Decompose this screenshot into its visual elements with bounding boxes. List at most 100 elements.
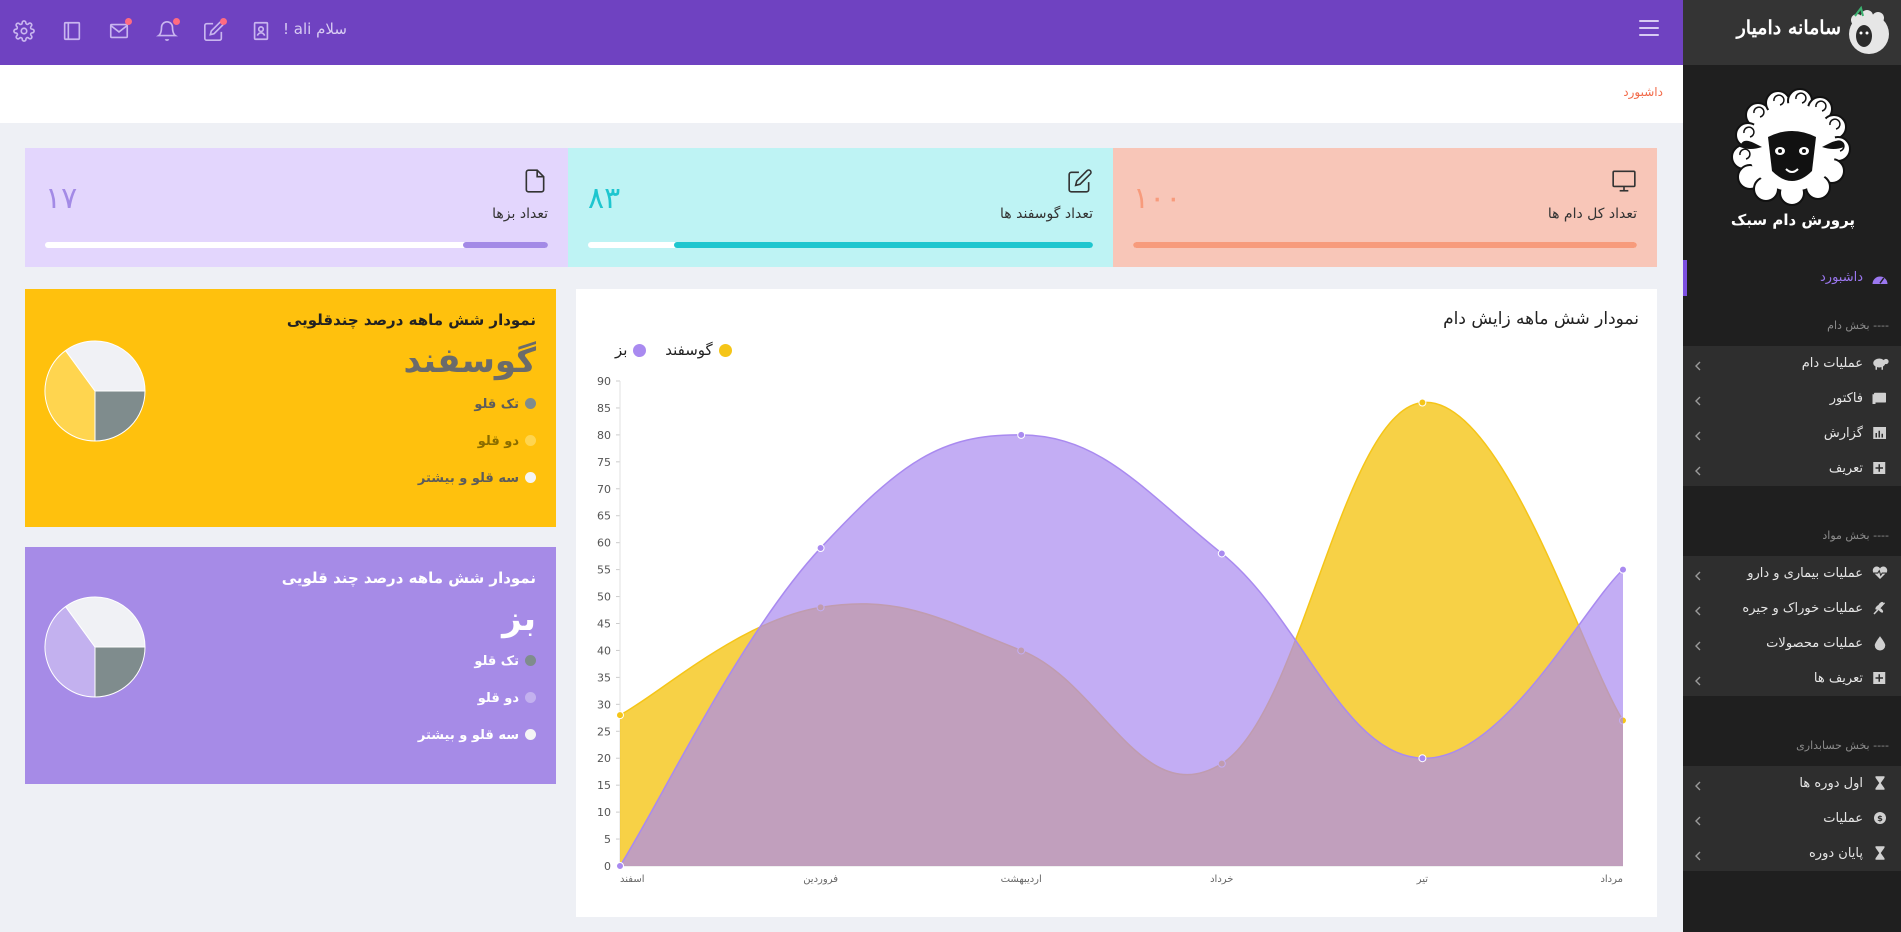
y-tick-label: 30 (597, 698, 611, 711)
pie-slice[interactable] (94, 646, 146, 698)
data-point[interactable] (616, 862, 624, 870)
y-tick-label: 15 (597, 779, 611, 792)
chevron-left-icon (1693, 570, 1703, 581)
data-point[interactable] (1017, 430, 1026, 439)
y-tick-label: 45 (597, 618, 611, 631)
legend-dot (525, 692, 536, 703)
chart-icon (1871, 425, 1889, 441)
chevron-left-icon (1693, 675, 1703, 686)
y-tick-label: 5 (604, 833, 611, 846)
area-chart[interactable]: 0 5 10 15 20 25 30 35 40 45 50 55 60 65 70 75 80 85 90 اسفن… (576, 289, 1657, 917)
bell-icon[interactable] (156, 18, 180, 42)
legend-item-goat[interactable]: بز (615, 341, 647, 359)
active-indicator (1683, 260, 1687, 296)
mail-icon[interactable] (108, 18, 132, 42)
chevron-left-icon (1693, 395, 1703, 406)
money-icon: $ (1871, 810, 1889, 826)
chart-legend: گوسفند بز (601, 341, 732, 359)
sheep-multiple-birth-card: نمودار شش ماهه درصد چندقلویی گوسفند تک ق… (25, 289, 556, 527)
hourglass-icon (1871, 775, 1889, 791)
stat-title: تعداد گوسفند ها (1000, 206, 1093, 222)
brand-header: سامانه دامیار (1683, 0, 1901, 65)
legend-dot (525, 398, 536, 409)
sidebar-item-feed-ops[interactable]: عملیات خوراک و جیره (1683, 591, 1901, 626)
sidebar-item-dashboard[interactable]: داشبورد (1683, 260, 1901, 296)
plus-icon (1871, 670, 1889, 686)
y-tick-label: 75 (597, 456, 611, 469)
book-icon[interactable] (61, 20, 83, 42)
y-tick-label: 80 (597, 429, 611, 442)
sidebar-item-report[interactable]: گزارش (1683, 416, 1901, 451)
sidebar-item-label: تعریف ها (1813, 671, 1863, 686)
monitor-icon (1611, 168, 1637, 194)
y-tick-label: 65 (597, 510, 611, 523)
data-point[interactable] (1217, 549, 1226, 558)
top-navbar: سلام ali ! (0, 0, 1683, 65)
sidebar-item-label: گزارش (1823, 426, 1863, 441)
x-tick-label: تیر (1416, 874, 1429, 885)
sidebar-item-period-start[interactable]: اول دوره ها (1683, 766, 1901, 801)
plus-icon (1871, 460, 1889, 476)
legend-twin: دو قلو (478, 434, 536, 449)
pie-slice[interactable] (44, 605, 96, 698)
pie-slice[interactable] (44, 349, 96, 442)
settings-icon[interactable] (13, 20, 35, 42)
x-tick-label: اردیبهشت (1001, 874, 1042, 885)
animal-name: بز (502, 599, 536, 639)
birth-chart-card: نمودار شش ماهه زایش دام گوسفند بز 0 5 10 15… (576, 289, 1657, 917)
sidebar-item-invoice[interactable]: فاکتور (1683, 381, 1901, 416)
data-point[interactable] (1418, 754, 1427, 763)
data-point[interactable] (816, 544, 825, 553)
profile-icon[interactable] (250, 20, 272, 42)
stat-card-goats: تعداد بزها ۱۷ (25, 148, 568, 267)
chevron-left-icon (1693, 815, 1703, 826)
area-series-1[interactable] (620, 434, 1623, 866)
legend-single: تک قلو (474, 654, 536, 669)
breadcrumb-current[interactable]: داشبورد (1623, 85, 1663, 99)
sidebar-item-definitions[interactable]: تعریف ها (1683, 661, 1901, 696)
greeting-text[interactable]: سلام ali ! (283, 20, 347, 38)
sidebar-item-label: عملیات محصولات (1766, 636, 1863, 651)
sidebar-item-disease-ops[interactable]: عملیات بیماری و دارو (1683, 556, 1901, 591)
pie-slice[interactable] (64, 340, 146, 392)
chevron-left-icon (1693, 640, 1703, 651)
sidebar-item-define[interactable]: تعریف (1683, 451, 1901, 486)
sidebar-item-label: عملیات (1823, 811, 1863, 826)
data-point[interactable] (616, 711, 624, 720)
y-tick-label: 90 (597, 375, 611, 388)
animal-name: گوسفند (403, 341, 536, 381)
data-point[interactable] (1619, 565, 1627, 574)
stat-progress (588, 242, 1093, 248)
brand-name[interactable]: سامانه دامیار (1736, 17, 1841, 39)
sidebar-item-period-end[interactable]: پایان دوره (1683, 836, 1901, 871)
chart-title: نمودار شش ماهه زایش دام (1443, 309, 1639, 329)
stat-progress (1133, 242, 1637, 248)
sheep-logo-icon: پرورش دام سبک (1731, 88, 1855, 230)
pie-slice[interactable] (64, 596, 146, 648)
legend-dot (525, 655, 536, 666)
y-tick-label: 60 (597, 537, 611, 550)
sidebar-item-product-ops[interactable]: عملیات محصولات (1683, 626, 1901, 661)
sidebar-item-label: داشبورد (1820, 270, 1863, 285)
y-tick-label: 35 (597, 671, 611, 684)
legend-triplet: سه قلو و بیشتر (418, 728, 536, 743)
hourglass-icon (1871, 845, 1889, 861)
edit-icon (1067, 168, 1093, 194)
stat-title: تعداد بزها (492, 206, 548, 222)
legend-item-sheep[interactable]: گوسفند (665, 341, 732, 359)
stat-value: ۱۰۰ (1133, 181, 1182, 216)
goat-pie-chart[interactable] (43, 595, 147, 699)
sheep-icon (1871, 355, 1889, 371)
logo-text: پرورش دام سبک (1731, 211, 1855, 230)
sheep-pie-chart[interactable] (43, 339, 147, 443)
sidebar-item-label: پایان دوره (1809, 846, 1863, 861)
section-title: ---- بخش حسابداری (1796, 739, 1889, 752)
sidebar-item-accounting-ops[interactable]: $ عملیات (1683, 801, 1901, 836)
sidebar-item-livestock-ops[interactable]: عملیات دام (1683, 346, 1901, 381)
y-tick-label: 40 (597, 644, 611, 657)
data-point[interactable] (1418, 398, 1427, 407)
edit-icon[interactable] (203, 18, 227, 42)
pie-slice[interactable] (94, 390, 146, 442)
menu-toggle-icon[interactable] (1639, 20, 1659, 38)
x-tick-label: فروردین (803, 874, 838, 885)
